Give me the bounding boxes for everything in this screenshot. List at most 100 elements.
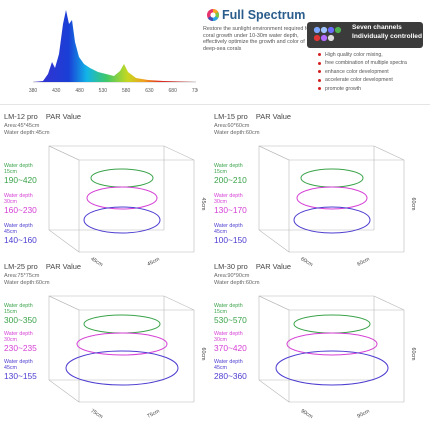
panel-title: LM-15 pro PAR Value bbox=[214, 112, 291, 121]
spectrum-x-tick: 480 bbox=[75, 88, 84, 94]
channel-dots-icon bbox=[313, 26, 342, 42]
channel-dot bbox=[334, 26, 342, 34]
par-label: PAR Value bbox=[45, 112, 81, 121]
par-value-30cm: 370~420 bbox=[214, 342, 247, 353]
par-panel: 90cm 90cm 60cm LM-30 pro PAR Value Area:… bbox=[214, 262, 424, 420]
dim-depth: 45cm bbox=[146, 256, 161, 268]
channels-feature-list: High quality color mixing, free combinat… bbox=[318, 51, 407, 93]
feature-item: accelerate color development bbox=[318, 76, 407, 84]
par-value-15cm: 530~570 bbox=[214, 314, 247, 325]
par-value-15cm: 190~420 bbox=[4, 174, 37, 185]
feature-item: free combination of multiple spectra bbox=[318, 59, 407, 67]
par-panel: 60cm 60cm 60cm LM-15 pro PAR Value Area:… bbox=[214, 112, 424, 270]
ring-30cm bbox=[296, 186, 368, 210]
label-15cm: Water depth 15cm 190~420 bbox=[4, 163, 37, 185]
spectrum-x-tick: 380 bbox=[29, 88, 38, 94]
ring-15cm bbox=[90, 168, 154, 188]
ring-15cm bbox=[293, 314, 371, 334]
dim-width: 75cm bbox=[89, 408, 104, 420]
par-value-30cm: 130~170 bbox=[214, 204, 247, 215]
ring-15cm bbox=[83, 314, 161, 334]
par-value-45cm: 140~160 bbox=[4, 234, 37, 245]
ring-30cm bbox=[76, 332, 168, 356]
ring-45cm bbox=[83, 206, 161, 234]
dim-width: 90cm bbox=[299, 408, 314, 420]
channel-dot bbox=[327, 34, 335, 42]
par-value-30cm: 230~235 bbox=[4, 342, 37, 353]
tank-diagram: 60cm 60cm 60cm bbox=[258, 145, 416, 268]
panel-title: LM-25 pro PAR Value bbox=[4, 262, 81, 271]
water-depth-text: Water depth:60cm bbox=[214, 280, 260, 286]
spectrum-x-tick: 680 bbox=[169, 88, 178, 94]
channel-dot bbox=[313, 34, 321, 42]
par-label: PAR Value bbox=[255, 112, 291, 121]
water-depth-text: Water depth:60cm bbox=[4, 280, 50, 286]
model-name: LM-15 pro bbox=[214, 112, 248, 121]
label-30cm: Water depth 30cm 370~420 bbox=[214, 331, 247, 353]
label-30cm: Water depth 30cm 160~230 bbox=[4, 193, 37, 215]
label-30cm: Water depth 30cm 130~170 bbox=[214, 193, 247, 215]
label-15cm: Water depth 15cm 530~570 bbox=[214, 303, 247, 325]
label-15cm: Water depth 15cm 200~210 bbox=[214, 163, 247, 185]
panel-title: LM-30 pro PAR Value bbox=[214, 262, 291, 271]
tank-diagram: 90cm 90cm 60cm bbox=[258, 295, 416, 420]
water-depth-text: Water depth:45cm bbox=[4, 130, 50, 136]
par-label: PAR Value bbox=[255, 262, 291, 271]
spectrum-x-tick: 730 bbox=[192, 88, 198, 94]
water-depth-text: Water depth:60cm bbox=[214, 130, 260, 136]
label-15cm: Water depth 15cm 300~350 bbox=[4, 303, 37, 325]
panel-title: LM-12 pro PAR Value bbox=[4, 112, 81, 121]
channel-dot bbox=[320, 26, 328, 34]
label-45cm: Water depth 45cm 280~360 bbox=[214, 359, 247, 381]
area-text: Area:90*90cm bbox=[214, 273, 250, 279]
spectrum-curve bbox=[33, 10, 196, 82]
tank-box bbox=[258, 145, 405, 253]
model-name: LM-30 pro bbox=[214, 262, 248, 271]
label-45cm: Water depth 45cm 130~155 bbox=[4, 359, 37, 381]
tank-diagram: 75cm 75cm 60cm bbox=[48, 295, 206, 420]
par-value-45cm: 100~150 bbox=[214, 234, 247, 245]
par-value-15cm: 300~350 bbox=[4, 314, 37, 325]
label-30cm: Water depth 30cm 230~235 bbox=[4, 331, 37, 353]
channel-dot bbox=[327, 26, 335, 34]
channel-dot bbox=[320, 34, 328, 42]
par-value-30cm: 160~230 bbox=[4, 204, 37, 215]
channels-title: Seven channels Individually controlled bbox=[352, 24, 422, 40]
spectrum-chart: 380 430 480 530 580 630 680 730 bbox=[29, 10, 198, 94]
par-value-15cm: 200~210 bbox=[214, 174, 247, 185]
ring-45cm bbox=[65, 350, 179, 386]
par-panel: 45cm 45cm 45cm LM-12 pro PAR Value Area:… bbox=[4, 112, 214, 270]
feature-item: promote growth bbox=[318, 85, 407, 93]
channel-dot bbox=[313, 26, 321, 34]
ring-45cm bbox=[275, 350, 389, 386]
dim-height: 60cm bbox=[410, 348, 416, 362]
par-panel: 75cm 75cm 60cm LM-25 pro PAR Value Area:… bbox=[4, 262, 214, 420]
area-text: Area:75*75cm bbox=[4, 273, 40, 279]
dim-height: 60cm bbox=[410, 198, 416, 212]
dim-height: 45cm bbox=[200, 198, 206, 212]
channels-banner bbox=[307, 22, 423, 48]
tank-box bbox=[48, 145, 195, 253]
dim-height: 60cm bbox=[200, 348, 206, 362]
area-text: Area:60*60cm bbox=[214, 123, 250, 129]
tank-diagram: 45cm 45cm 45cm bbox=[48, 145, 206, 268]
feature-item: High quality color mixing, bbox=[318, 51, 407, 59]
spectrum-x-tick: 530 bbox=[99, 88, 108, 94]
full-spectrum-description: Restore the sunlight environment require… bbox=[203, 26, 312, 52]
ring-15cm bbox=[300, 168, 364, 188]
par-value-45cm: 280~360 bbox=[214, 370, 247, 381]
ring-30cm bbox=[86, 186, 158, 210]
label-45cm: Water depth 45cm 140~160 bbox=[4, 223, 37, 245]
dim-depth: 90cm bbox=[356, 408, 371, 420]
dim-depth: 60cm bbox=[356, 256, 371, 268]
tank-box bbox=[48, 295, 195, 403]
par-label: PAR Value bbox=[45, 262, 81, 271]
divider bbox=[0, 104, 430, 105]
spectrum-x-tick: 630 bbox=[145, 88, 154, 94]
model-name: LM-25 pro bbox=[4, 262, 38, 271]
label-45cm: Water depth 45cm 100~150 bbox=[214, 223, 247, 245]
spectrum-x-ticks: 380 430 480 530 580 630 680 730 bbox=[29, 88, 198, 94]
color-wheel-icon bbox=[207, 8, 220, 21]
par-value-45cm: 130~155 bbox=[4, 370, 37, 381]
model-name: LM-12 pro bbox=[4, 112, 38, 121]
